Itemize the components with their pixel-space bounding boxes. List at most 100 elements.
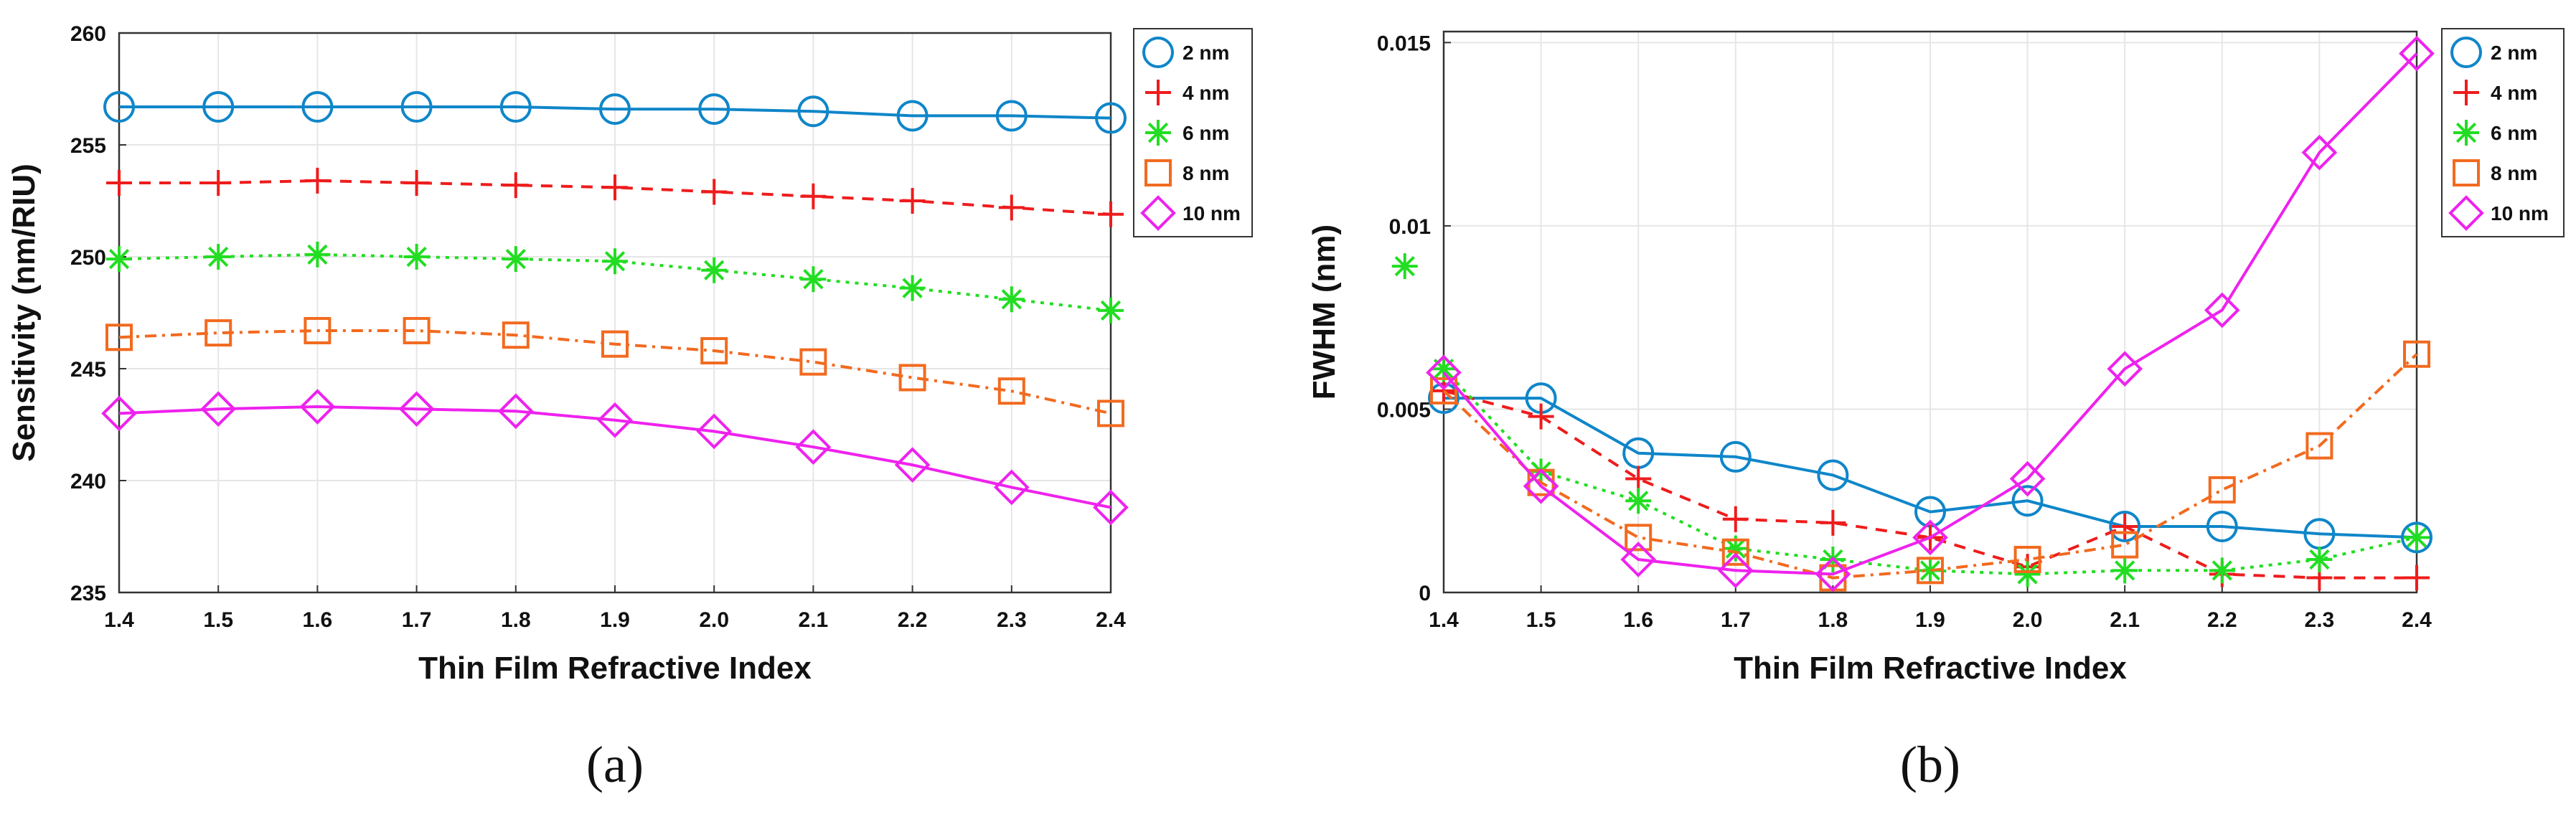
a-series-3-point-9-shape bbox=[997, 377, 1025, 405]
a-xtick-label-10: 2.4 bbox=[1096, 608, 1126, 632]
b-series-1-point-4 bbox=[1820, 509, 1846, 536]
a-series-1 bbox=[106, 167, 1124, 227]
a-series-4-point-4 bbox=[497, 393, 534, 430]
a-xtick-label-2: 1.6 bbox=[303, 608, 333, 632]
b-legend-marker-2 bbox=[2453, 120, 2479, 146]
a-xtick-label-0: 1.4 bbox=[104, 608, 134, 632]
b-series-0-line bbox=[1444, 397, 2417, 539]
b-series-4-point-4-shape bbox=[1815, 556, 1851, 592]
a-series-4-point-2-shape bbox=[299, 389, 336, 425]
b-series-2-point-8-shape bbox=[2209, 557, 2235, 584]
a-series-0-point-5 bbox=[599, 93, 631, 126]
b-series-3-point-5-shape bbox=[1917, 557, 1944, 585]
b-series-4-point-10 bbox=[2399, 35, 2435, 72]
b-series-2-point-7-shape bbox=[2112, 557, 2138, 584]
panel-b-chart: 1.4 1.5 1.6 1.7 1.8 1.9 2.0 2.1 2.2 2.3 2.4 0 0.005 0… bbox=[1307, 28, 2565, 793]
b-series-4-point-0 bbox=[1426, 354, 1462, 391]
a-series-4 bbox=[101, 389, 1129, 526]
a-series-1-point-2-shape bbox=[304, 167, 331, 194]
b-series-4-point-5-shape bbox=[1912, 519, 1948, 556]
b-xtick-label-7: 2.1 bbox=[2110, 608, 2140, 632]
b-series-1-point-1-shape bbox=[1528, 403, 1554, 430]
b-series-1-point-4-shape bbox=[1820, 509, 1846, 536]
a-series-0-point-9 bbox=[995, 100, 1028, 132]
a-legend-label-2: 6 nm bbox=[1183, 122, 1229, 144]
a-series-1-point-4 bbox=[502, 172, 529, 199]
a-series-3-point-4-shape bbox=[502, 321, 530, 349]
a-series-3-point-6-shape bbox=[700, 337, 728, 365]
a-legend-marker-1 bbox=[1145, 80, 1171, 105]
a-series-0-point-1 bbox=[202, 90, 235, 123]
b-series-4-point-5 bbox=[1912, 519, 1948, 556]
b-legend: 2 nm 4 nm 6 nm 8 nm 10 nm bbox=[2441, 28, 2565, 237]
b-xtick-label-4: 1.8 bbox=[1818, 608, 1848, 632]
a-legend-marker-3 bbox=[1144, 159, 1172, 186]
a-series-2-point-5 bbox=[602, 248, 628, 275]
a-series-0-point-2 bbox=[301, 90, 334, 123]
a-series-1-point-4-shape bbox=[502, 172, 529, 199]
a-series-0-point-9-shape bbox=[995, 100, 1028, 132]
a-legend-label-3: 8 nm bbox=[1183, 162, 1229, 184]
a-series-4-point-6 bbox=[696, 413, 733, 450]
a-ytick-label-5: 260 bbox=[70, 22, 106, 46]
b-series-3-point-9-shape bbox=[2305, 432, 2333, 460]
a-series-4-point-3 bbox=[398, 391, 435, 427]
a-xtick-label-6: 2.0 bbox=[699, 608, 729, 632]
a-series-4-point-8 bbox=[894, 447, 931, 483]
b-series-2-point-0 bbox=[1431, 356, 1457, 382]
b-series-4-point-6-shape bbox=[2009, 460, 2046, 497]
b-series-4-line bbox=[1442, 52, 2418, 576]
a-series-2-point-9-shape bbox=[998, 286, 1025, 313]
b-legend-marker-3-shape bbox=[2453, 159, 2480, 186]
a-series-4-point-4-shape bbox=[497, 393, 534, 430]
b-series-0-point-10-shape bbox=[2401, 521, 2432, 554]
a-panel-label: (a) bbox=[586, 736, 644, 793]
b-series-1-point-10-shape bbox=[2404, 564, 2430, 591]
b-legend-marker-3 bbox=[2453, 159, 2480, 186]
b-series-3-point-8-shape bbox=[2208, 476, 2236, 504]
b-series-4-point-1-shape bbox=[1523, 468, 1559, 504]
b-series-0-point-7-shape bbox=[2109, 511, 2141, 542]
b-series-3-point-9 bbox=[2305, 432, 2333, 460]
a-series-1-point-3-shape bbox=[403, 170, 430, 197]
a-series-0-line bbox=[119, 105, 1111, 120]
b-series-4-point-7-shape bbox=[2107, 351, 2143, 387]
b-series-4-point-4 bbox=[1815, 556, 1851, 592]
a-series-1-point-8-shape bbox=[899, 188, 926, 214]
b-legend-marker-1 bbox=[2453, 80, 2479, 105]
a-series-2-point-1-shape bbox=[205, 244, 232, 270]
a-series-2-point-7-shape bbox=[800, 266, 827, 293]
b-series-3-point-3-shape bbox=[1721, 538, 1749, 566]
a-legend-marker-0-shape bbox=[1142, 37, 1174, 68]
a-series-2-point-7 bbox=[800, 266, 827, 293]
panel-a-chart: 1.4 1.5 1.6 1.7 1.8 1.9 2.0 2.1 2.2 2.3 2.4 235 240 2… bbox=[6, 22, 1253, 793]
a-legend-marker-0 bbox=[1142, 37, 1174, 68]
a-series-1-point-9 bbox=[998, 194, 1025, 221]
a-ytick-label-3: 250 bbox=[70, 246, 106, 270]
a-xtick-label-4: 1.8 bbox=[501, 608, 531, 632]
b-legend-marker-2-shape bbox=[2453, 120, 2479, 146]
a-series-3-point-2 bbox=[304, 316, 332, 344]
a-series-2-point-8-shape bbox=[899, 275, 926, 301]
a-series-3-point-8-shape bbox=[898, 364, 926, 392]
a-series-1-point-2 bbox=[304, 167, 331, 194]
b-series-4-point-2-shape bbox=[1620, 542, 1657, 577]
a-series-1-point-1-shape bbox=[205, 170, 232, 197]
b-xtick-label-3: 1.7 bbox=[1721, 608, 1751, 632]
b-series-0-point-6-shape bbox=[2011, 485, 2044, 517]
a-series-1-point-10 bbox=[1098, 201, 1124, 227]
a-series-0-point-3-shape bbox=[400, 90, 433, 123]
a-series-1-point-0-shape bbox=[106, 170, 132, 197]
a-series-4-point-10-shape bbox=[1093, 489, 1129, 526]
b-series-0-point-8-shape bbox=[2206, 511, 2238, 542]
b-series-4-point-3-shape bbox=[1717, 552, 1754, 589]
b-series-2-point-2 bbox=[1625, 488, 1652, 514]
b-series-3-point-6-shape bbox=[2013, 546, 2041, 573]
b-legend-label-2: 6 nm bbox=[2491, 122, 2537, 144]
b-series-2-point-0-shape bbox=[1431, 356, 1457, 382]
a-series-3-point-10 bbox=[1097, 400, 1124, 427]
a-series-2-point-4-shape bbox=[502, 246, 529, 273]
a-series-0-point-1-shape bbox=[202, 90, 235, 123]
b-series-4 bbox=[1426, 35, 2435, 592]
